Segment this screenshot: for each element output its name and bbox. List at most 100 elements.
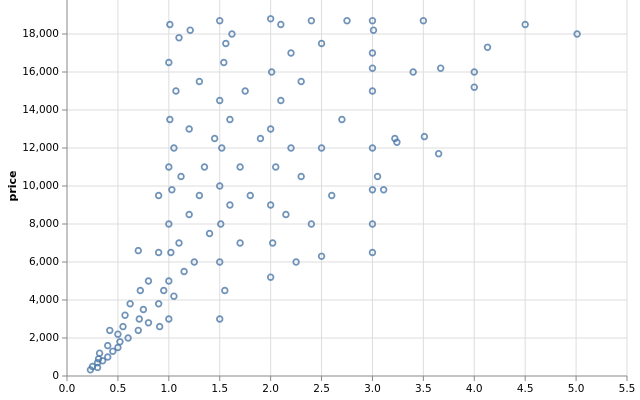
point (170, 144, 178, 152)
point (180, 267, 188, 276)
point (368, 220, 377, 228)
point (106, 326, 114, 335)
point (368, 144, 377, 152)
point (236, 239, 244, 247)
point (521, 20, 529, 29)
point (297, 172, 305, 181)
x-tick-label: 0.0 (59, 383, 76, 395)
point (195, 191, 204, 200)
point (368, 87, 377, 95)
point (409, 68, 417, 76)
point (266, 201, 275, 209)
point (172, 87, 180, 95)
point (170, 292, 178, 300)
point (218, 144, 226, 152)
point (226, 201, 234, 209)
point (154, 191, 163, 200)
point (268, 239, 277, 247)
point (185, 125, 193, 133)
point (573, 30, 581, 38)
point (368, 49, 377, 57)
point (205, 229, 214, 238)
x-tick-label: 3.0 (364, 383, 381, 395)
x-tick-label: 5.0 (568, 383, 585, 395)
point (277, 20, 285, 29)
point (434, 149, 443, 158)
point (185, 210, 193, 219)
point (217, 220, 225, 228)
point (246, 191, 254, 200)
point (267, 68, 276, 76)
point (139, 305, 148, 314)
point (297, 77, 305, 86)
point (165, 58, 173, 67)
point (307, 17, 316, 25)
y-tick-label: 10,000 (22, 180, 59, 192)
point (241, 87, 249, 95)
point (307, 220, 316, 228)
point (216, 96, 224, 105)
point (420, 132, 429, 141)
point (317, 39, 326, 48)
point (144, 319, 153, 327)
x-tick-label: 4.0 (466, 383, 483, 395)
x-tick-label: 3.5 (415, 383, 432, 395)
point (220, 58, 228, 67)
point (144, 277, 153, 285)
point (186, 26, 194, 34)
point (287, 144, 295, 152)
point (379, 186, 388, 194)
y-tick-label: 8,000 (29, 218, 59, 230)
point (166, 20, 174, 29)
point (134, 326, 142, 335)
point (343, 17, 351, 25)
point (222, 39, 230, 48)
point (228, 30, 236, 38)
point (373, 172, 382, 181)
y-tick-label: 0 (52, 370, 59, 382)
x-tick-label: 2.5 (313, 383, 330, 395)
point (470, 68, 478, 76)
point (226, 115, 234, 124)
point (272, 163, 280, 171)
x-tick-label: 0.5 (110, 383, 127, 395)
point (124, 334, 132, 342)
point (393, 138, 401, 146)
point (116, 338, 124, 346)
point (166, 115, 174, 124)
y-tick-label: 12,000 (22, 142, 59, 154)
y-tick-label: 6,000 (29, 256, 59, 268)
point (236, 163, 244, 171)
point (154, 248, 163, 257)
point (368, 17, 377, 25)
point (175, 34, 183, 42)
point (483, 43, 492, 51)
y-tick-label: 14,000 (22, 104, 59, 116)
point (368, 186, 377, 194)
point (419, 17, 428, 25)
point (190, 258, 198, 266)
point (282, 210, 290, 219)
point (165, 277, 173, 285)
point (436, 64, 445, 72)
y-tick-label: 16,000 (22, 66, 59, 78)
x-tick-label: 4.5 (517, 383, 534, 395)
x-tick-label: 1.0 (160, 383, 177, 395)
point (368, 64, 377, 72)
point (195, 77, 204, 86)
point (221, 286, 229, 295)
point (168, 186, 176, 194)
point (160, 286, 168, 295)
point (136, 286, 145, 295)
point (266, 273, 275, 281)
y-tick-label: 4,000 (29, 294, 59, 306)
point (135, 315, 143, 323)
point (154, 300, 163, 308)
point (155, 322, 164, 331)
point (210, 134, 219, 143)
point (165, 163, 173, 171)
point (175, 239, 183, 247)
y-tick-label: 2,000 (29, 332, 59, 344)
point (292, 258, 300, 266)
point (134, 246, 142, 255)
